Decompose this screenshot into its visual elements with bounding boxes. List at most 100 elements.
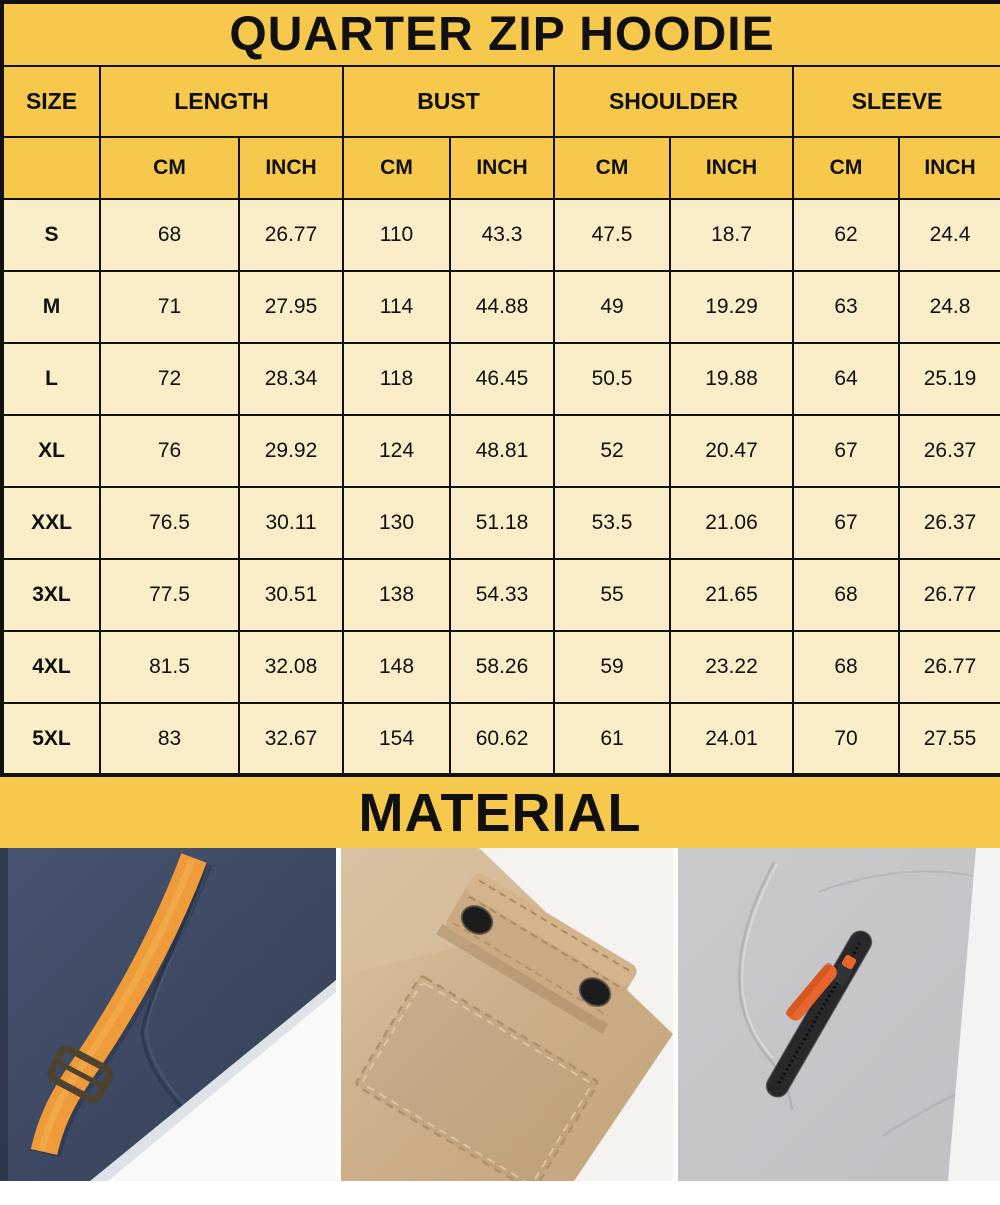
strap-buckle [47, 1045, 113, 1103]
value-cell: 55 [553, 558, 671, 632]
size-cell: 5XL [1, 702, 101, 776]
value-cell: 114 [342, 270, 451, 344]
value-cell: 77.5 [99, 558, 240, 632]
value-cell: 29.92 [238, 414, 344, 488]
value-cell: 70 [792, 702, 900, 776]
value-cell: 110 [342, 198, 451, 272]
value-cell: 83 [99, 702, 240, 776]
value-cell: 18.7 [669, 198, 794, 272]
photo-background [948, 848, 1000, 1181]
value-cell: 50.5 [553, 342, 671, 416]
value-cell: 24.8 [897, 270, 1000, 344]
chart-title-row: QUARTER ZIP HOODIE [0, 1, 1000, 67]
value-cell: 63 [792, 270, 900, 344]
unit-header: CM [99, 136, 240, 200]
value-cell: 67 [792, 414, 900, 488]
table-row: XL 76 29.92 124 48.81 52 20.47 67 26.37 [1, 414, 1000, 488]
value-cell: 32.08 [238, 630, 344, 704]
value-cell: 43.3 [449, 198, 555, 272]
unit-header: INCH [238, 136, 344, 200]
table-row: S 68 26.77 110 43.3 47.5 18.7 62 24.4 [1, 198, 1000, 272]
value-cell: 76 [99, 414, 240, 488]
value-cell: 72 [99, 342, 240, 416]
value-cell: 81.5 [99, 630, 240, 704]
value-cell: 58.26 [449, 630, 555, 704]
table-row: M 71 27.95 114 44.88 49 19.29 63 24.8 [1, 270, 1000, 344]
size-chart-table: QUARTER ZIP HOODIE SIZE LENGTH BUST SHOU… [0, 0, 1000, 777]
pocket-body-stitching [355, 975, 599, 1181]
value-cell: 46.45 [449, 342, 555, 416]
value-cell: 138 [342, 558, 451, 632]
value-cell: 130 [342, 486, 451, 560]
yoke-seam [817, 870, 984, 893]
sleeve-fold [341, 848, 556, 976]
value-cell: 51.18 [449, 486, 555, 560]
value-cell: 54.33 [449, 558, 555, 632]
photo-navy-strap-detail [0, 848, 336, 1181]
material-photo-strip [0, 848, 1000, 1181]
value-cell: 68 [792, 558, 900, 632]
value-cell: 27.55 [897, 702, 1000, 776]
value-cell: 68 [792, 630, 900, 704]
value-cell: 67 [792, 486, 900, 560]
value-cell: 47.5 [553, 198, 671, 272]
unit-header: INCH [669, 136, 794, 200]
fabric-texture [678, 848, 1000, 1181]
zipper-pull-tab [787, 964, 837, 1021]
page-title: QUARTER ZIP HOODIE [0, 1, 1000, 67]
value-cell: 24.4 [897, 198, 1000, 272]
material-banner: MATERIAL [0, 777, 1000, 848]
value-cell: 30.11 [238, 486, 344, 560]
value-cell: 26.77 [238, 198, 344, 272]
value-cell: 71 [99, 270, 240, 344]
photo-gray-zipper-detail [678, 848, 1000, 1181]
value-cell: 76.5 [99, 486, 240, 560]
material-heading: MATERIAL [358, 782, 642, 843]
value-cell: 148 [342, 630, 451, 704]
table-row: 3XL 77.5 30.51 138 54.33 55 21.65 68 26.… [1, 558, 1000, 632]
size-cell: XL [1, 414, 101, 488]
value-cell: 64 [792, 342, 900, 416]
size-cell: L [1, 342, 101, 416]
value-cell: 49 [553, 270, 671, 344]
unit-header: INCH [897, 136, 1000, 200]
value-cell: 25.19 [897, 342, 1000, 416]
value-cell: 60.62 [449, 702, 555, 776]
unit-header: INCH [449, 136, 555, 200]
value-cell: 21.65 [669, 558, 794, 632]
column-header-shoulder: SHOULDER [553, 65, 794, 138]
value-cell: 19.88 [669, 342, 794, 416]
value-cell: 48.81 [449, 414, 555, 488]
column-header-row: SIZE LENGTH BUST SHOULDER SLEEVE [1, 65, 1000, 138]
unit-spacer-cell [1, 136, 101, 200]
value-cell: 68 [99, 198, 240, 272]
snap-button [461, 906, 493, 934]
zipper-slider [831, 962, 853, 986]
value-cell: 19.29 [669, 270, 794, 344]
column-header-size: SIZE [1, 65, 101, 138]
orange-strap [30, 853, 207, 1156]
photo-background [108, 992, 336, 1181]
size-cell: 3XL [1, 558, 101, 632]
value-cell: 20.47 [669, 414, 794, 488]
value-cell: 53.5 [553, 486, 671, 560]
size-cell: XXL [1, 486, 101, 560]
value-cell: 23.22 [669, 630, 794, 704]
value-cell: 62 [792, 198, 900, 272]
value-cell: 26.77 [897, 558, 1000, 632]
size-cell: S [1, 198, 101, 272]
value-cell: 30.51 [238, 558, 344, 632]
photo-khaki-pocket-detail [341, 848, 673, 1181]
zipper [765, 930, 873, 1098]
column-header-sleeve: SLEEVE [791, 65, 1000, 138]
size-cell: M [1, 270, 101, 344]
unit-header-row: CM INCH CM INCH CM INCH CM INCH [1, 136, 1000, 200]
value-cell: 124 [342, 414, 451, 488]
table-row: XXL 76.5 30.11 130 51.18 53.5 21.06 67 2… [1, 486, 1000, 560]
value-cell: 28.34 [238, 342, 344, 416]
value-cell: 59 [553, 630, 671, 704]
unit-header: CM [792, 136, 900, 200]
value-cell: 26.37 [897, 414, 1000, 488]
table-row: L 72 28.34 118 46.45 50.5 19.88 64 25.19 [1, 342, 1000, 416]
table-row: 5XL 83 32.67 154 60.62 61 24.01 70 27.55 [1, 702, 1000, 776]
